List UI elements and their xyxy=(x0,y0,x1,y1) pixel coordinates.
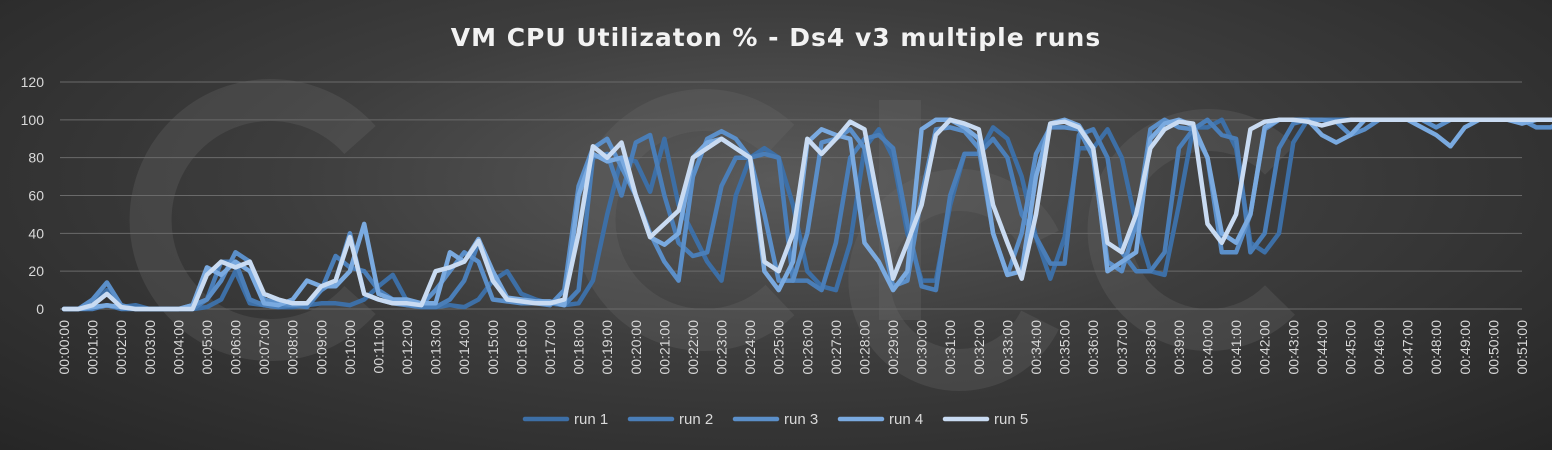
x-tick-label: 00:18:00 xyxy=(571,320,587,375)
x-tick-label: 00:29:00 xyxy=(885,320,901,375)
chart-title: VM CPU Utilizaton % - Ds4 v3 multiple ru… xyxy=(451,23,1101,52)
x-tick-label: 00:21:00 xyxy=(656,320,672,375)
y-tick-label: 100 xyxy=(21,112,45,128)
x-tick-label: 00:33:00 xyxy=(999,320,1015,375)
x-tick-label: 00:43:00 xyxy=(1285,320,1301,375)
x-tick-label: 00:12:00 xyxy=(399,320,415,375)
legend-label-run-5: run 5 xyxy=(994,411,1028,428)
x-tick-label: 00:19:00 xyxy=(599,320,615,375)
x-tick-label: 00:14:00 xyxy=(456,320,472,375)
y-tick-label: 60 xyxy=(28,188,44,204)
y-tick-label: 120 xyxy=(21,74,45,90)
x-tick-label: 00:05:00 xyxy=(199,320,215,375)
y-tick-label: 20 xyxy=(28,263,44,279)
x-tick-label: 00:37:00 xyxy=(1114,320,1130,375)
y-tick-label: 40 xyxy=(28,225,44,241)
x-tick-label: 00:23:00 xyxy=(714,320,730,375)
y-tick-label: 0 xyxy=(36,301,44,317)
x-tick-label: 00:26:00 xyxy=(799,320,815,375)
y-axis-ticks: 0 20 40 60 80 100 120 xyxy=(21,74,45,317)
legend: run 1 run 2 run 3 run 4 run 5 xyxy=(522,411,1028,428)
x-tick-label: 00:39:00 xyxy=(1171,320,1187,375)
x-tick-label: 00:25:00 xyxy=(771,320,787,375)
legend-label-run-3: run 3 xyxy=(784,411,818,428)
legend-label-run-2: run 2 xyxy=(679,411,713,428)
x-tick-label: 00:34:00 xyxy=(1028,320,1044,375)
x-tick-label: 00:51:00 xyxy=(1514,320,1530,375)
x-tick-label: 00:24:00 xyxy=(742,320,758,375)
x-tick-label: 00:20:00 xyxy=(628,320,644,375)
x-tick-label: 00:40:00 xyxy=(1200,320,1216,375)
x-tick-label: 00:01:00 xyxy=(85,320,101,375)
x-tick-label: 00:44:00 xyxy=(1314,320,1330,375)
x-tick-label: 00:10:00 xyxy=(342,320,358,375)
x-tick-label: 00:30:00 xyxy=(914,320,930,375)
x-tick-label: 00:17:00 xyxy=(542,320,558,375)
series-line-run-4 xyxy=(61,117,1552,312)
x-tick-label: 00:49:00 xyxy=(1457,320,1473,375)
x-tick-label: 00:42:00 xyxy=(1257,320,1273,375)
x-tick-label: 00:38:00 xyxy=(1142,320,1158,375)
x-tick-label: 00:04:00 xyxy=(170,320,186,375)
x-tick-label: 00:31:00 xyxy=(942,320,958,375)
x-tick-label: 00:09:00 xyxy=(313,320,329,375)
x-tick-label: 00:00:00 xyxy=(56,320,72,375)
legend-label-run-1: run 1 xyxy=(574,411,608,428)
x-tick-label: 00:11:00 xyxy=(370,320,386,374)
x-tick-label: 00:36:00 xyxy=(1085,320,1101,375)
x-tick-label: 00:35:00 xyxy=(1057,320,1073,375)
x-tick-label: 00:47:00 xyxy=(1400,320,1416,375)
x-tick-label: 00:16:00 xyxy=(513,320,529,375)
x-tick-label: 00:15:00 xyxy=(485,320,501,375)
x-axis-ticks: 00:00:00 00:01:00 00:02:00 00:03:00 00:04:00… xyxy=(56,320,1530,375)
y-tick-label: 80 xyxy=(28,150,44,166)
x-tick-label: 00:41:00 xyxy=(1228,320,1244,375)
x-tick-label: 00:28:00 xyxy=(856,320,872,375)
x-tick-label: 00:27:00 xyxy=(828,320,844,375)
x-tick-label: 00:22:00 xyxy=(685,320,701,375)
x-tick-label: 00:06:00 xyxy=(228,320,244,375)
legend-label-run-4: run 4 xyxy=(889,411,923,428)
series-lines xyxy=(61,117,1552,312)
x-tick-label: 00:45:00 xyxy=(1342,320,1358,375)
x-tick-label: 00:13:00 xyxy=(428,320,444,375)
x-tick-label: 00:07:00 xyxy=(256,320,272,375)
x-tick-label: 00:46:00 xyxy=(1371,320,1387,375)
x-tick-label: 00:03:00 xyxy=(142,320,158,375)
x-tick-label: 00:08:00 xyxy=(285,320,301,375)
x-tick-label: 00:02:00 xyxy=(113,320,129,375)
series-line-run-5 xyxy=(61,117,1552,312)
x-tick-label: 00:48:00 xyxy=(1428,320,1444,375)
x-tick-label: 00:32:00 xyxy=(971,320,987,375)
x-tick-label: 00:50:00 xyxy=(1485,320,1501,375)
